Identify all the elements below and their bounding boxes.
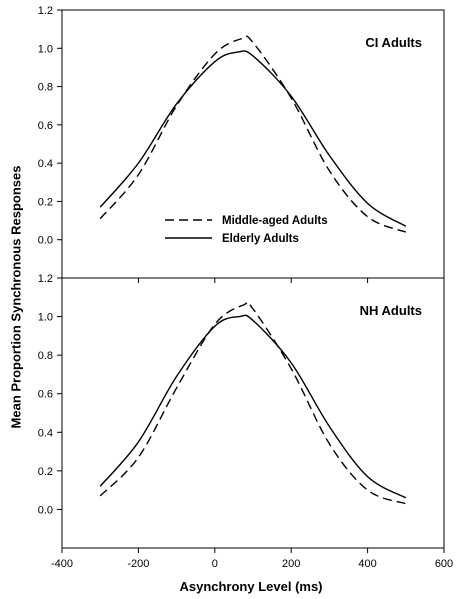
series-line-middle-aged [99, 301, 407, 505]
x-tick-label: -400 [51, 558, 73, 570]
y-tick-label: 0.6 [38, 389, 53, 401]
x-tick-label: 0 [212, 558, 218, 570]
legend: Middle-aged Adults Elderly Adults [165, 215, 328, 245]
y-tick-label: 1.2 [38, 273, 53, 285]
y-tick-label: 0.4 [38, 427, 53, 439]
y-tick-label: 0.0 [38, 235, 53, 247]
x-tick-label: -200 [127, 558, 149, 570]
y-tick-label: 1.2 [38, 5, 53, 17]
y-tick-label: 0.0 [38, 504, 53, 516]
panel-label: CI Adults [365, 35, 422, 50]
panel-frame [61, 277, 445, 549]
y-axis-label: Mean Proportion Synchronous Responses [8, 166, 23, 429]
x-tick-label: 400 [358, 558, 376, 570]
y-tick-label: 0.4 [38, 158, 53, 170]
series-line-middle-aged [99, 35, 407, 233]
legend-label-elderly: Elderly Adults [222, 233, 299, 245]
panel-1: 0.0 0.2 0.4 0.6 0.8 1.0 1.2 CI Adults [38, 5, 445, 283]
x-tick-label: 600 [435, 558, 453, 570]
y-tick-label: 1.0 [38, 43, 53, 55]
panel-label: NH Adults [360, 303, 422, 318]
y-tick-label: 0.8 [38, 82, 53, 94]
series-line-elderly [99, 50, 407, 227]
y-tick-label: 0.2 [38, 466, 53, 478]
x-tick-label: 200 [282, 558, 300, 570]
y-tick-label: 1.0 [38, 312, 53, 324]
y-tick-label: 0.8 [38, 350, 53, 362]
y-tick-label: 0.6 [38, 120, 53, 132]
legend-label-middle-aged: Middle-aged Adults [222, 215, 328, 227]
y-tick-label: 0.2 [38, 196, 53, 208]
series-line-elderly [99, 314, 407, 499]
panel-2: 0.0 0.2 0.4 0.6 0.8 1.0 1.2 NH Adults [38, 273, 445, 553]
plot-area: 0.00.20.40.60.81.01.2CI Adults0.00.20.40… [38, 5, 453, 570]
x-axis-label: Asynchrony Level (ms) [179, 579, 322, 594]
